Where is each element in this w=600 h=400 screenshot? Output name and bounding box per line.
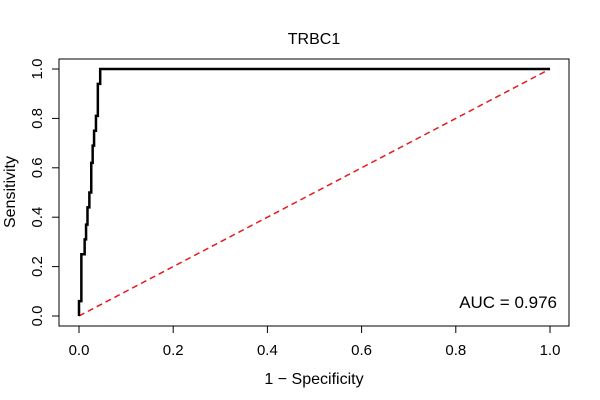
y-axis: 0.0 0.2 0.4 0.6 0.8 1.0 [29, 59, 60, 327]
x-axis: 0.0 0.2 0.4 0.6 0.8 1.0 [69, 325, 561, 359]
y-tick-label: 0.8 [29, 108, 46, 129]
y-tick-label: 0.0 [29, 306, 46, 327]
reference-diagonal-line [78, 68, 551, 317]
y-tick-label: 1.0 [29, 59, 46, 80]
x-tick-label: 0.0 [69, 342, 90, 359]
x-tick-label: 0.6 [351, 342, 372, 359]
x-tick-label: 0.4 [257, 342, 278, 359]
x-tick-label: 0.8 [445, 342, 466, 359]
x-tick-label: 1.0 [540, 342, 561, 359]
x-axis-label: 1 − Specificity [264, 371, 363, 388]
auc-annotation: AUC = 0.976 [459, 293, 557, 312]
roc-curve-line [77, 67, 550, 316]
y-tick-label: 0.2 [29, 256, 46, 277]
y-tick-label: 0.6 [29, 157, 46, 178]
y-tick-label: 0.4 [29, 207, 46, 228]
y-axis-label: Sensitivity [2, 156, 19, 228]
plot-area [77, 67, 551, 317]
chart-title: TRBC1 [288, 31, 341, 48]
x-tick-label: 0.2 [163, 342, 184, 359]
